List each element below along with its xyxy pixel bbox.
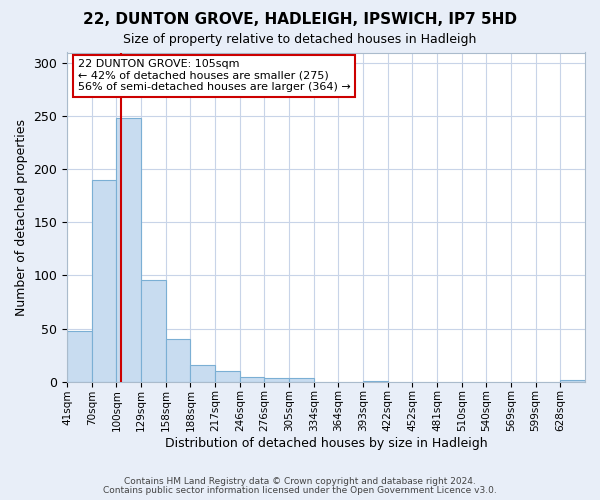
- Text: Contains HM Land Registry data © Crown copyright and database right 2024.: Contains HM Land Registry data © Crown c…: [124, 477, 476, 486]
- Text: 22, DUNTON GROVE, HADLEIGH, IPSWICH, IP7 5HD: 22, DUNTON GROVE, HADLEIGH, IPSWICH, IP7…: [83, 12, 517, 28]
- Y-axis label: Number of detached properties: Number of detached properties: [15, 118, 28, 316]
- Bar: [67, 330, 92, 382]
- Text: Size of property relative to detached houses in Hadleigh: Size of property relative to detached ho…: [124, 32, 476, 46]
- Bar: [166, 339, 190, 382]
- Bar: [215, 371, 240, 382]
- Bar: [116, 118, 141, 382]
- Bar: [92, 180, 116, 382]
- X-axis label: Distribution of detached houses by size in Hadleigh: Distribution of detached houses by size …: [165, 437, 487, 450]
- Bar: [363, 380, 388, 382]
- Text: Contains public sector information licensed under the Open Government Licence v3: Contains public sector information licen…: [103, 486, 497, 495]
- Bar: [190, 364, 215, 382]
- Bar: [265, 378, 289, 382]
- Bar: [240, 378, 265, 382]
- Bar: [560, 380, 585, 382]
- Bar: [141, 280, 166, 382]
- Text: 22 DUNTON GROVE: 105sqm
← 42% of detached houses are smaller (275)
56% of semi-d: 22 DUNTON GROVE: 105sqm ← 42% of detache…: [77, 59, 350, 92]
- Bar: [289, 378, 314, 382]
